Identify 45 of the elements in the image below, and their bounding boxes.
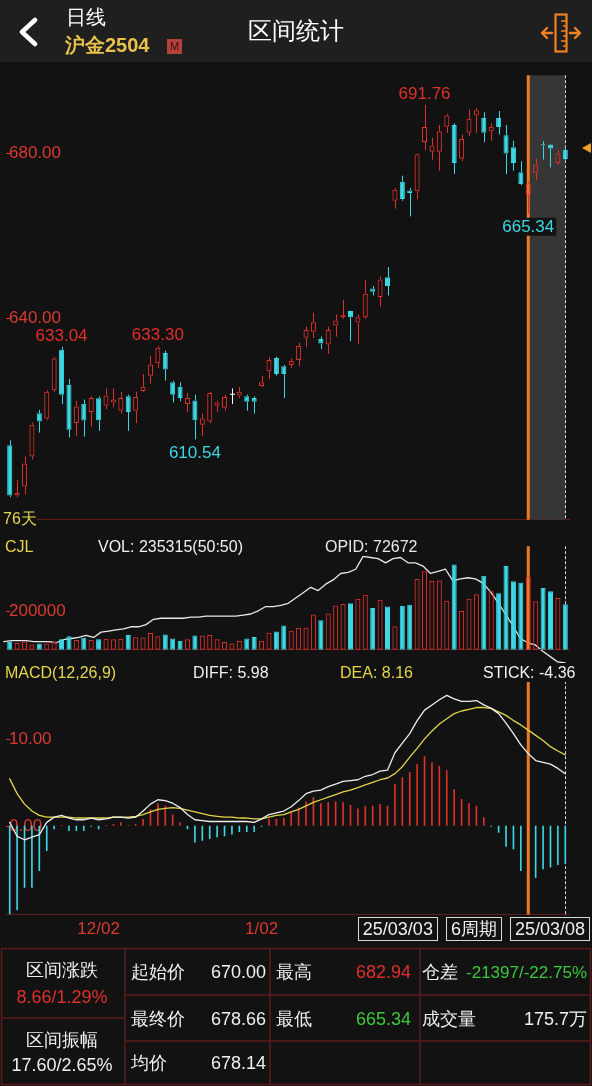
annotation: DEA: 8.16 (340, 664, 413, 682)
text: 670.00 (210, 961, 266, 983)
chart-title: CJL (5, 538, 34, 556)
x-tick-label: 1/02 (245, 919, 279, 939)
text: 678.14 (210, 1052, 266, 1074)
x-tick-label: 12/02 (77, 919, 120, 939)
annotation: 610.54 (168, 442, 221, 462)
text: 682.94 (355, 961, 411, 983)
text: 678.66 (210, 1008, 266, 1030)
annotation: 691.76 (398, 84, 451, 104)
annotation: OPID: 72672 (325, 538, 418, 556)
annotation: 665.34 (502, 216, 555, 236)
text: 665.34 (355, 1008, 411, 1030)
annotation: 76天 (3, 510, 37, 528)
text: 最低 (276, 1008, 312, 1030)
text: 起始价 (131, 961, 185, 983)
text: 最终价 (131, 1008, 185, 1030)
text: -21397/-22.75% (466, 961, 587, 983)
text: 最高 (276, 961, 312, 983)
text: 6周期 (445, 917, 502, 941)
annotation: DIFF: 5.98 (193, 664, 269, 682)
annotation: 633.30 (131, 324, 184, 344)
text: 成交量 (422, 1008, 476, 1030)
text: 均价 (131, 1052, 167, 1074)
text: 8.66/1.29% (15, 986, 109, 1008)
text: 仓差 (422, 961, 458, 983)
y-tick-label: 640.00 (9, 307, 61, 327)
text: 区间统计 (248, 17, 344, 44)
text: 沪金2504 (65, 33, 150, 57)
text: 日线 (66, 5, 106, 29)
y-tick-label: 0.00 (9, 815, 43, 835)
text: 25/03/08 (509, 917, 590, 941)
annotation: VOL: 235315(50:50) (98, 538, 243, 556)
y-tick-label: 10.00 (9, 728, 52, 748)
text: 区间振幅 (25, 1029, 99, 1051)
text: M (167, 39, 182, 54)
text: 17.60/2.65% (10, 1054, 114, 1076)
chart-title: MACD(12,26,9) (5, 664, 117, 682)
annotation: 633.04 (35, 325, 88, 345)
text: 区间涨跌 (25, 959, 99, 981)
annotation: STICK: -4.36 (483, 664, 576, 682)
y-tick-label: 680.00 (9, 143, 61, 163)
text: 25/03/03 (357, 917, 438, 941)
text: 175.7万 (523, 1008, 587, 1030)
y-tick-label: 200000 (9, 600, 66, 620)
